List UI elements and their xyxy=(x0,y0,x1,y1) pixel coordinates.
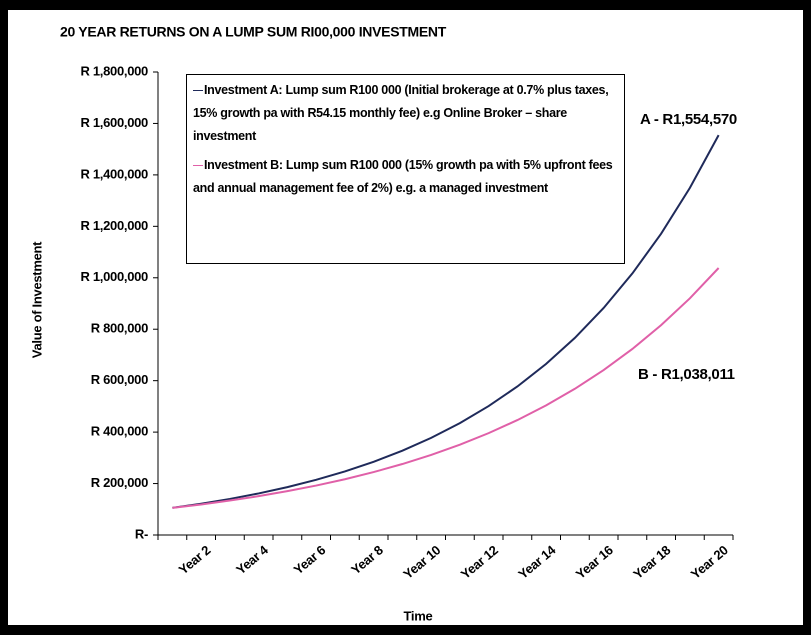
y-tick-label: R 1,200,000 xyxy=(80,218,148,233)
x-axis-title: Time xyxy=(404,608,433,623)
y-tick-label: R 200,000 xyxy=(91,475,148,490)
legend-label: Investment A: Lump sum R100 000 (Initial… xyxy=(193,83,609,143)
y-tick-label: R 1,600,000 xyxy=(80,115,148,130)
y-tick-label: R 1,400,000 xyxy=(80,166,148,181)
y-tick-label: R 400,000 xyxy=(91,424,148,439)
y-tick-label: R- xyxy=(135,526,148,541)
legend-entry: Investment A: Lump sum R100 000 (Initial… xyxy=(193,79,618,148)
chart-title: 20 YEAR RETURNS ON A LUMP SUM RI00,000 I… xyxy=(60,24,447,40)
y-tick-label: R 600,000 xyxy=(91,372,148,387)
y-tick-label: R 1,000,000 xyxy=(80,269,148,284)
annotation: A - R1,554,570 xyxy=(640,111,737,128)
y-tick-label: R 1,800,000 xyxy=(80,63,148,78)
series-line xyxy=(172,134,720,509)
legend-entry: Investment B: Lump sum R100 000 (15% gro… xyxy=(193,154,618,200)
annotation: B - R1,038,011 xyxy=(638,366,735,383)
legend-swatch xyxy=(193,90,203,92)
series-line xyxy=(172,267,720,509)
y-tick-label: R 800,000 xyxy=(91,321,148,336)
legend-label: Investment B: Lump sum R100 000 (15% gro… xyxy=(193,158,613,195)
legend: Investment A: Lump sum R100 000 (Initial… xyxy=(186,74,625,264)
legend-swatch xyxy=(193,165,203,167)
y-axis-title: Value of Investment xyxy=(29,241,44,358)
